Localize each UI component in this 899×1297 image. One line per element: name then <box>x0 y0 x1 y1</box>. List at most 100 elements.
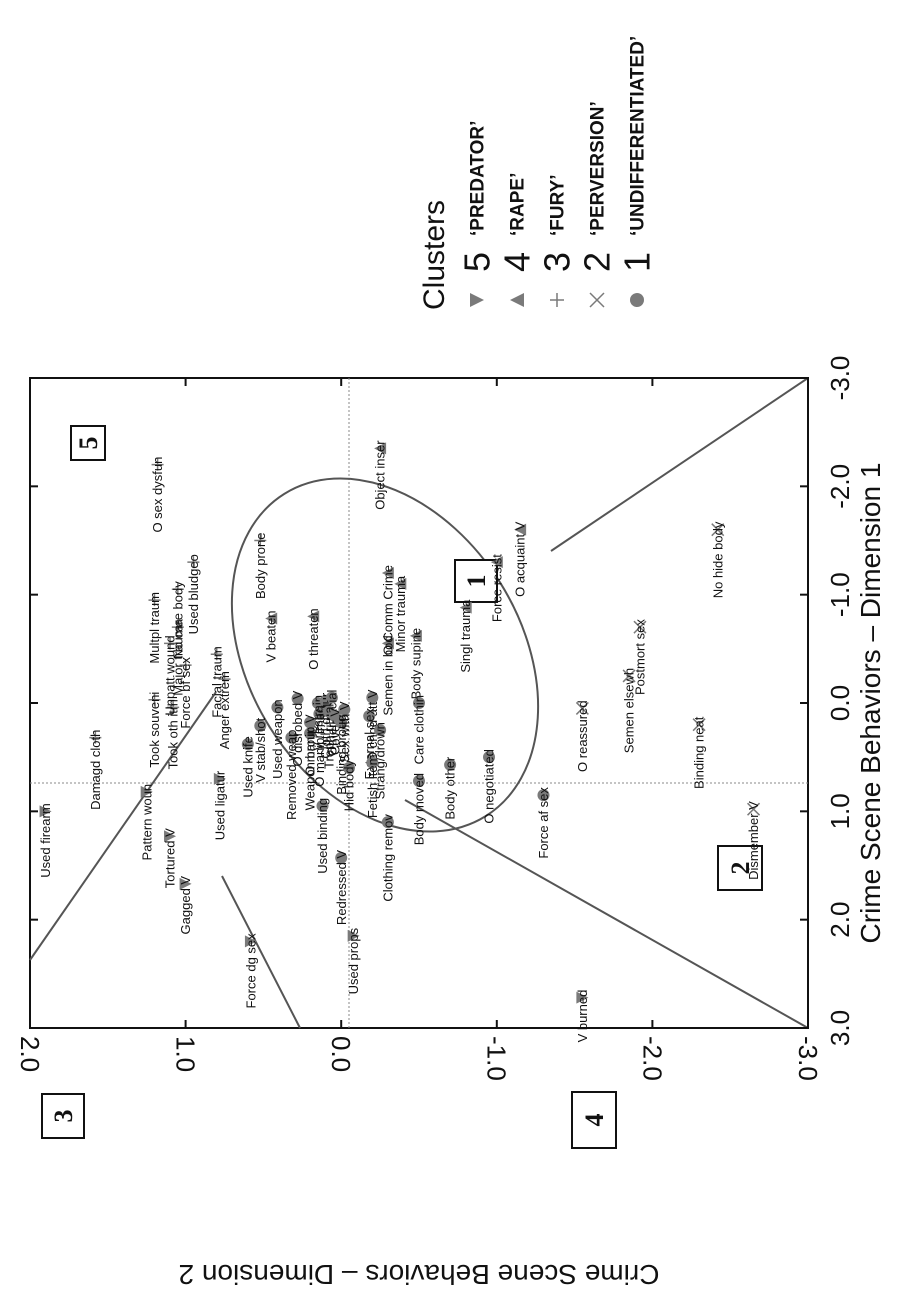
legend-name: ‘RAPE’ <box>508 173 529 236</box>
region-box-2: 2 <box>717 845 763 891</box>
point-marker-cluster-1 <box>413 697 425 709</box>
point-marker-cluster-1 <box>483 751 496 764</box>
data-point: Care clothin <box>412 695 427 764</box>
point-marker-cluster-5 <box>244 935 257 948</box>
legend-number: 3 <box>537 252 578 272</box>
point-label: Used binding <box>315 798 330 874</box>
data-point: Facial traum <box>209 646 224 718</box>
dim2-tick-label: -1.0 <box>482 1036 512 1081</box>
point-label: No care body <box>170 581 185 659</box>
data-point: Force bf sex <box>178 657 193 729</box>
data-point: Force dg sex <box>244 933 259 1009</box>
data-point: Binding neat <box>692 716 707 789</box>
dim1-tick-label: -3.0 <box>825 356 855 401</box>
point-marker-cluster-5 <box>179 877 192 890</box>
data-point: No hide body <box>710 521 725 598</box>
dim2-axis-title: Crime Scene Behaviors – Dimension 2 <box>179 1259 660 1290</box>
point-label: O manip V <box>303 714 318 776</box>
point-marker-cluster-4 <box>374 442 387 455</box>
point-marker-cluster-3 <box>148 594 161 607</box>
point-label: Removed weap <box>284 730 299 820</box>
dim1-tick-label: 0.0 <box>825 685 855 721</box>
point-label: Used knife <box>240 736 255 797</box>
point-label: V burned <box>575 990 590 1043</box>
point-label: V stab/shot <box>253 717 268 782</box>
point-label: Clothing remov <box>380 814 395 902</box>
point-marker-cluster-1 <box>313 707 326 720</box>
legend-entry-3: 3 ‘FURY’ <box>537 174 578 307</box>
region-number-1: 1 <box>462 575 491 588</box>
point-marker-cluster-2 <box>711 523 725 537</box>
data-point: O chgd att V <box>365 689 380 762</box>
cluster-1-ellipse <box>230 477 540 833</box>
point-marker-cluster-1 <box>366 691 379 704</box>
point-marker-cluster-1 <box>335 716 348 729</box>
point-marker-cluster-1 <box>316 799 329 812</box>
dim1-tick-label: 3.0 <box>825 1010 855 1046</box>
point-label: Redressed V <box>334 850 349 925</box>
legend-name: ‘FURY’ <box>548 174 569 236</box>
point-label: Dismember V <box>746 801 761 880</box>
data-point: O acquaint V <box>513 521 528 596</box>
point-marker-cluster-1 <box>254 719 267 732</box>
point-label: Force dg sex <box>244 933 259 1009</box>
point-label: Force resist <box>489 554 504 622</box>
dim1-tick-label: -1.0 <box>825 572 855 617</box>
point-label: Semen in bod <box>380 635 395 715</box>
data-point: Hid body <box>342 760 357 812</box>
data-point: Weapon broug <box>303 725 318 810</box>
data-point: Took oth itm <box>166 699 181 769</box>
data-point: Anger extrem <box>217 671 232 749</box>
point-label: O manip imag <box>312 706 327 787</box>
data-point: Used weapon <box>270 699 285 779</box>
point-label: V beaten <box>264 611 279 663</box>
point-marker-cluster-1 <box>335 851 348 864</box>
data-point: Pattern woun <box>139 784 154 861</box>
point-marker-cluster-1 <box>444 758 457 771</box>
point-label: Object inser <box>373 440 388 510</box>
point-marker-cluster-5 <box>39 805 52 818</box>
point-label: Multpl traum <box>147 592 162 664</box>
point-marker-cluster-3 <box>187 556 200 569</box>
point-label: Binding broug <box>334 715 349 795</box>
boundary-line-3-4 <box>221 875 301 1029</box>
point-marker-cluster-1 <box>342 762 355 774</box>
dim2-tick-label: -3.0 <box>793 1036 823 1081</box>
data-points: Used firearm Pattern woun Tortured VGagged… <box>38 440 761 1043</box>
data-point: Sex with V <box>337 701 352 763</box>
point-label: Minor trauma <box>393 575 408 652</box>
point-marker-cluster-5 <box>213 772 226 785</box>
data-point: Body moved <box>412 773 427 845</box>
point-label: Sex with V <box>337 701 352 763</box>
point-marker-cluster-3 <box>218 673 231 686</box>
legend-marker-cluster-3 <box>550 293 564 307</box>
dim2-tick-label: -2.0 <box>637 1036 667 1081</box>
dim1-tick-labels: -3.0 -2.0 -1.0 0.0 1.0 2.0 3.0 <box>30 356 855 1046</box>
region-box-3: 3 <box>41 1093 85 1139</box>
point-label: Hid body <box>342 760 357 812</box>
dim1-tick-label: -2.0 <box>825 464 855 509</box>
point-marker-cluster-1 <box>537 789 550 802</box>
data-point: Unpatt wound <box>163 635 178 715</box>
point-label: O reassured <box>575 700 590 772</box>
point-marker-cluster-2 <box>622 669 636 683</box>
point-marker-cluster-5 <box>140 785 153 798</box>
legend-number: 2 <box>577 252 618 272</box>
legend: Clusters 5 ‘PREDATOR’ 4 ‘RAPE’ 3 ‘FURY’ 2 ‘PERV… <box>418 36 658 310</box>
point-marker-cluster-1 <box>338 703 351 716</box>
dim2-tick-label: 1.0 <box>171 1036 201 1072</box>
point-marker-cluster-3 <box>89 731 102 744</box>
point-label: Postmort sex <box>633 619 648 695</box>
point-marker-cluster-1 <box>291 692 304 705</box>
point-label: Care clothin <box>412 695 427 764</box>
point-marker-cluster-4 <box>514 523 527 536</box>
point-marker-cluster-3 <box>151 458 164 471</box>
data-point: Body other <box>443 756 458 820</box>
point-label: Semen elsewh <box>622 668 637 753</box>
point-label: Binding neat <box>692 716 707 789</box>
data-point: V beaten <box>264 611 279 663</box>
point-marker-cluster-5 <box>164 830 177 843</box>
point-marker-cluster-4 <box>381 637 394 650</box>
point-marker-cluster-3 <box>167 701 180 714</box>
data-point: V stab/shot <box>253 717 268 782</box>
